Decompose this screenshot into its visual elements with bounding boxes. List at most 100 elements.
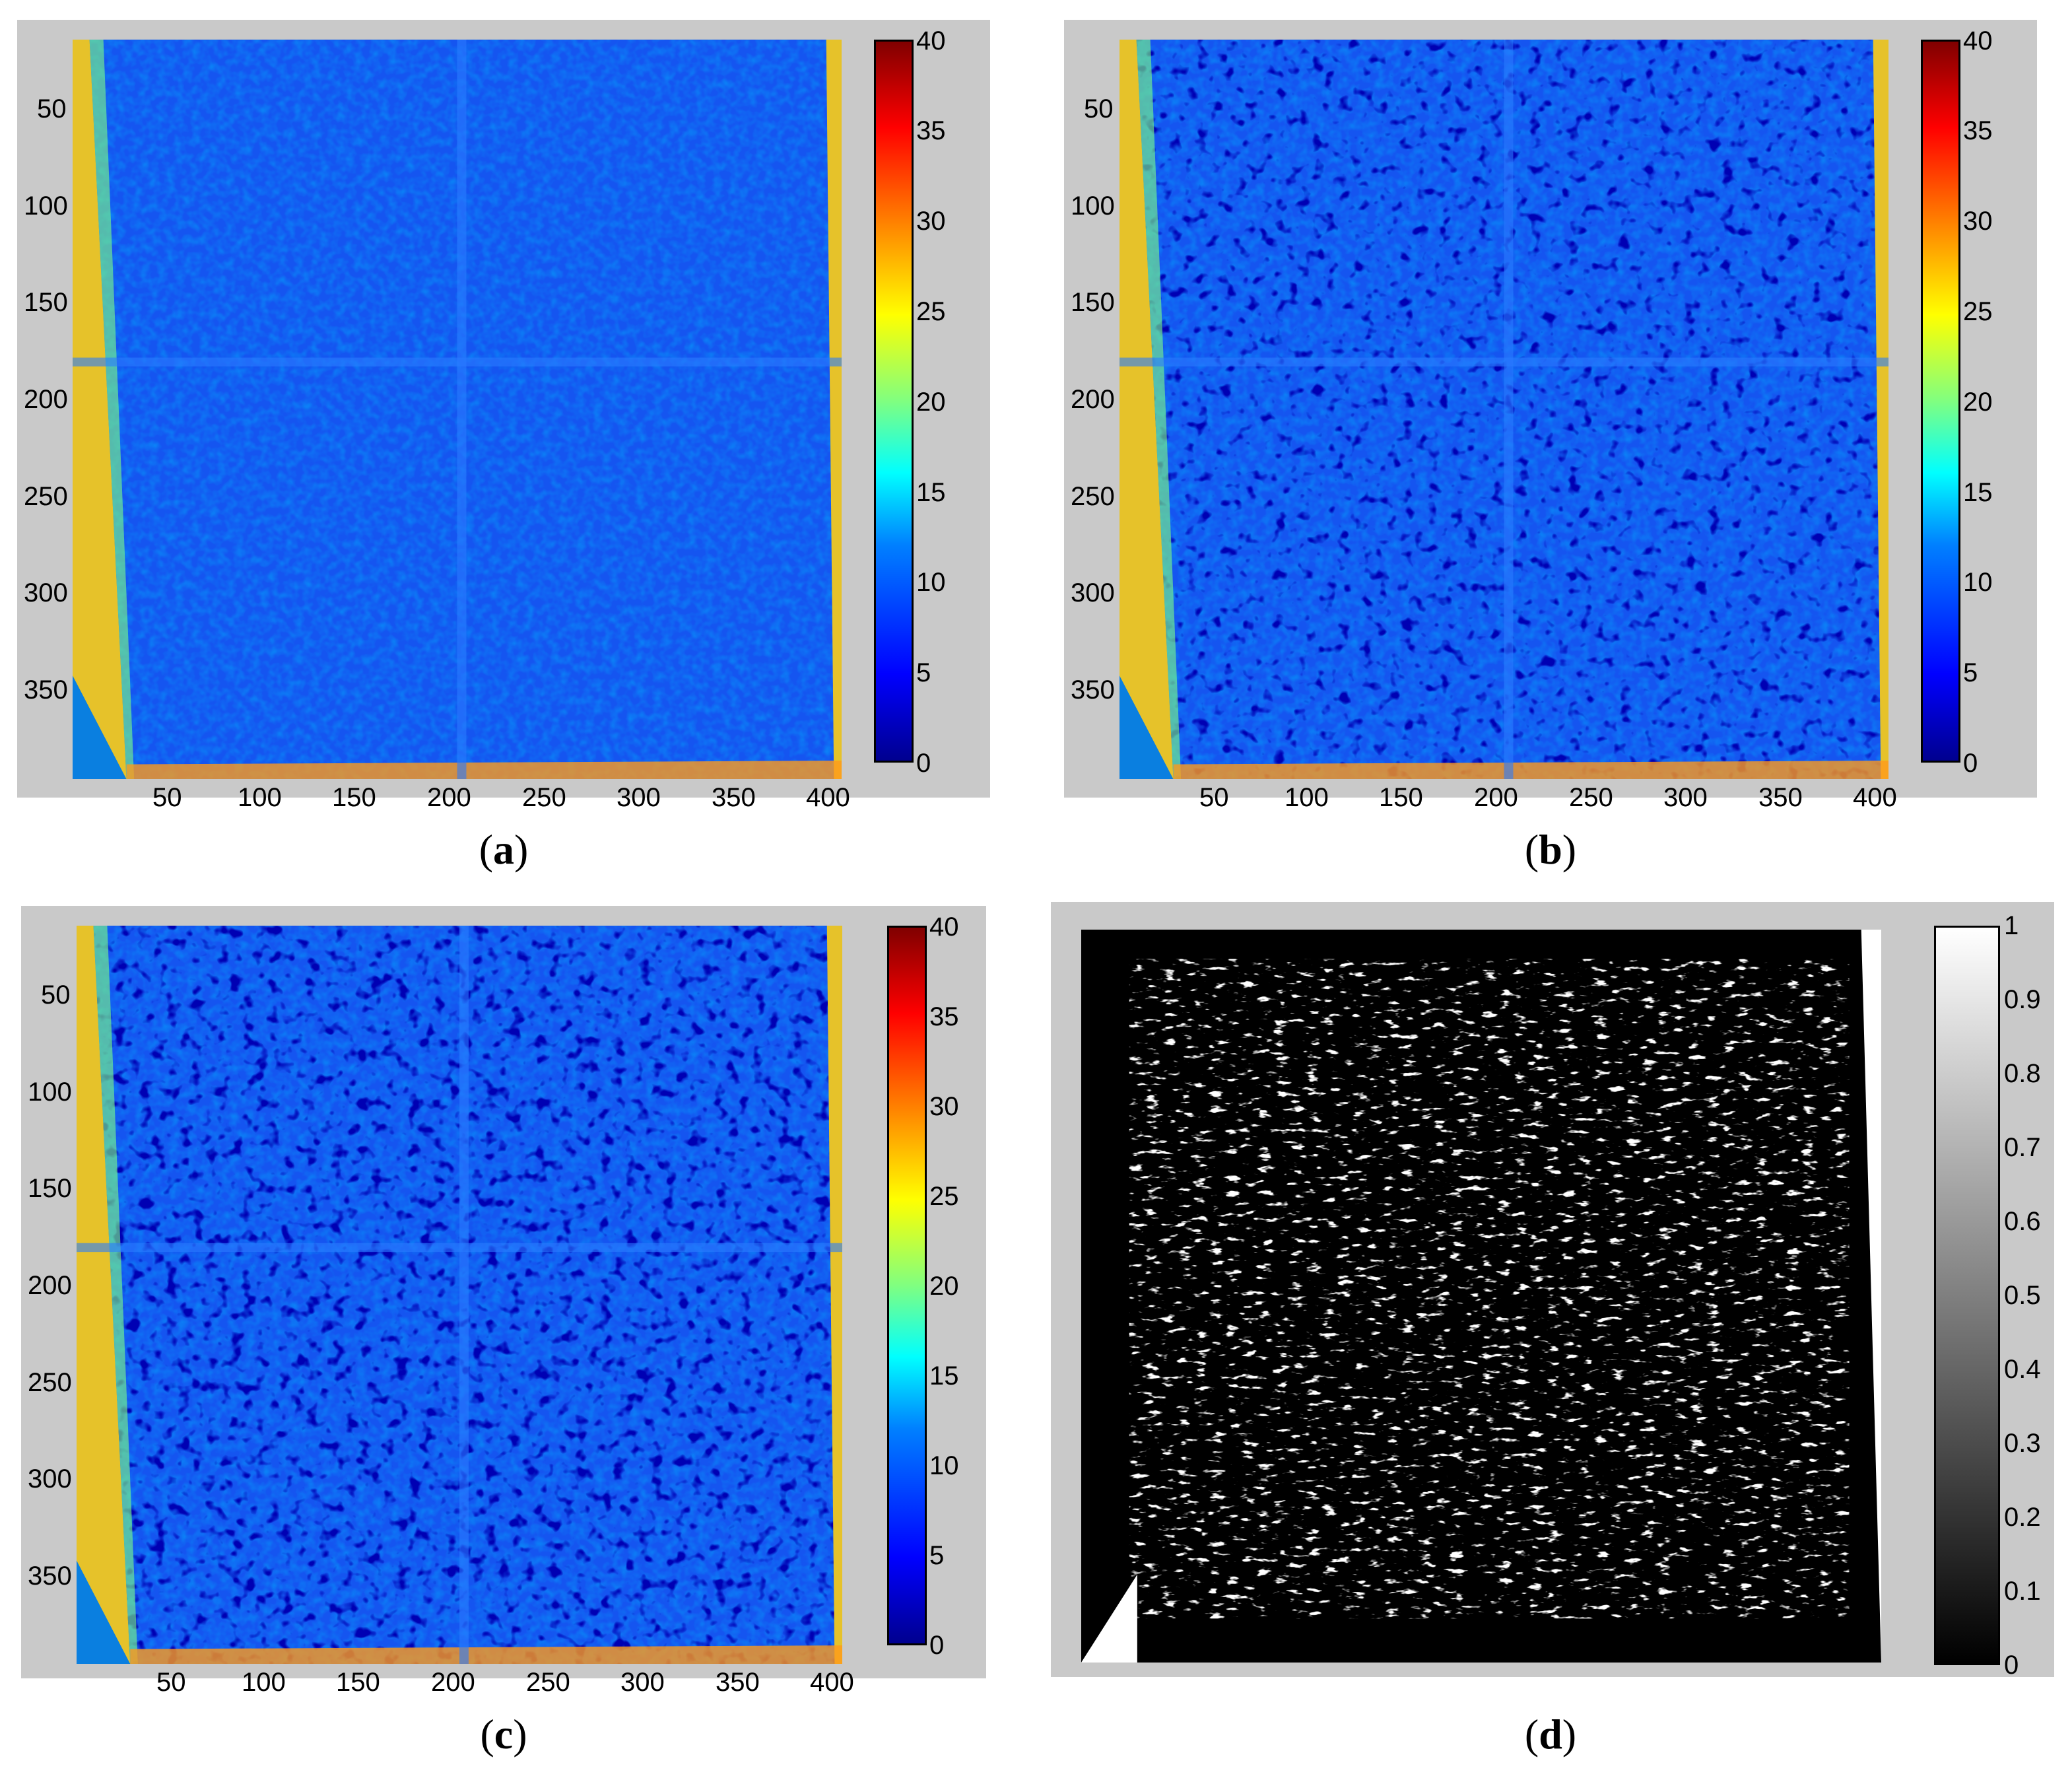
caption-c: (c) [480,1711,527,1758]
colorbar-tick-label: 20 [929,1272,959,1301]
colorbar-tick-label: 30 [1963,207,1993,236]
y-tick-label: 100 [24,191,68,221]
colorbar-tick-label: 5 [929,1541,945,1570]
colorbar-tick-label: 10 [916,568,946,597]
colorbar-tick-label: 0.2 [2004,1503,2041,1532]
caption-a: (a) [479,826,529,873]
colorbar-tick-label: 40 [916,26,946,55]
colorbar-c [887,926,927,1645]
y-tick-label: 250 [24,482,68,511]
x-tick-label: 100 [238,783,282,812]
x-tick-label: 100 [1285,783,1329,812]
x-tick-label: 250 [526,1668,570,1697]
colorbar-tick-label: 40 [929,912,959,942]
heatmap-image-c [77,926,842,1664]
caption-label: b [1539,826,1562,873]
colorbar-tick-label: 35 [916,116,946,145]
colorbar-tick-label: 0 [1963,749,1978,778]
y-tick-label: 50 [41,980,71,1010]
y-tick-label: 200 [28,1271,72,1300]
colorbar-tick-label: 20 [1963,388,1993,417]
y-tick-label: 200 [1071,385,1115,414]
colorbar-tick-label: 20 [916,388,946,417]
colorbar-tick-label: 30 [929,1092,959,1121]
binary-image-d [1081,930,1881,1663]
y-tick-label: 350 [24,675,68,704]
y-tick-label: 50 [37,94,67,123]
caption-label: c [494,1711,514,1758]
colorbar-a [874,40,914,763]
x-tick-label: 50 [152,783,182,812]
y-tick-label: 300 [1071,578,1115,607]
colorbar-tick-label: 15 [929,1361,959,1390]
x-tick-label: 100 [242,1668,286,1697]
y-tick-label: 300 [24,578,68,607]
x-tick-label: 150 [1379,783,1423,812]
y-tick-label: 150 [1071,288,1115,317]
colorbar-tick-label: 0.8 [2004,1059,2041,1088]
colorbar-tick-label: 0.1 [2004,1577,2041,1606]
colorbar-tick-label: 0 [929,1631,945,1660]
colorbar-tick-label: 35 [1963,116,1993,145]
x-tick-label: 350 [712,783,756,812]
x-tick-label: 150 [332,783,376,812]
heatmap-image-b [1120,40,1888,779]
caption-label: a [493,826,514,873]
colorbar-tick-label: 0.5 [2004,1281,2041,1310]
x-tick-label: 250 [1569,783,1613,812]
x-tick-label: 300 [620,1668,665,1697]
colorbar-tick-label: 0.7 [2004,1133,2041,1162]
figure-panel-c: 50 100 150 200 250 300 350 50 100 150 20… [21,906,986,1696]
colorbar-tick-label: 1 [2004,911,2019,940]
colorbar-tick-label: 5 [1963,658,1978,687]
x-tick-label: 150 [336,1668,380,1697]
x-tick-label: 400 [810,1668,854,1697]
colorbar-tick-label: 15 [916,478,946,507]
x-tick-label: 400 [806,783,850,812]
caption-label: d [1539,1711,1562,1758]
caption-d: (d) [1524,1711,1577,1758]
colorbar-tick-label: 25 [929,1182,959,1211]
colorbar-tick-label: 35 [929,1002,959,1031]
colorbar-tick-label: 0 [916,749,931,778]
colorbar-tick-label: 0 [2004,1651,2019,1680]
colorbar-tick-label: 0.6 [2004,1207,2041,1236]
figure-panel-b: 50 100 150 200 250 300 350 50 100 150 20… [1064,20,2037,811]
y-tick-label: 150 [28,1174,72,1203]
colorbar-tick-label: 30 [916,207,946,236]
colorbar-tick-label: 0.3 [2004,1429,2041,1458]
y-tick-label: 250 [28,1368,72,1397]
colorbar-b [1921,40,1960,763]
y-tick-label: 300 [28,1464,72,1493]
colorbar-tick-label: 15 [1963,478,1993,507]
colorbar-tick-label: 10 [929,1451,959,1480]
y-tick-label: 350 [28,1561,72,1591]
y-tick-label: 200 [24,385,68,414]
x-tick-label: 300 [617,783,661,812]
colorbar-tick-label: 0.9 [2004,985,2041,1014]
y-tick-label: 100 [1071,191,1115,221]
colorbar-tick-label: 10 [1963,568,1993,597]
y-tick-label: 50 [1084,94,1114,123]
x-tick-label: 50 [1199,783,1229,812]
x-tick-label: 350 [1758,783,1803,812]
x-tick-label: 250 [522,783,566,812]
colorbar-tick-label: 25 [1963,297,1993,326]
figure-panel-d: 1 0.9 0.8 0.7 0.6 0.5 0.4 0.3 0.2 0.1 0 [1051,902,2054,1680]
y-tick-label: 250 [1071,482,1115,511]
colorbar-tick-label: 40 [1963,26,1993,55]
colorbar-tick-label: 25 [916,297,946,326]
caption-b: (b) [1524,826,1577,873]
y-tick-label: 150 [24,288,68,317]
x-tick-label: 350 [716,1668,760,1697]
x-tick-label: 200 [1474,783,1518,812]
figure-panel-a: 50 100 150 200 250 300 350 50 100 150 20… [17,20,990,811]
y-tick-label: 100 [28,1078,72,1107]
x-tick-label: 200 [427,783,471,812]
x-tick-label: 400 [1853,783,1897,812]
colorbar-tick-label: 5 [916,658,931,687]
x-tick-label: 300 [1663,783,1708,812]
heatmap-image-a [73,40,842,779]
x-tick-label: 50 [156,1668,186,1697]
x-tick-label: 200 [431,1668,475,1697]
